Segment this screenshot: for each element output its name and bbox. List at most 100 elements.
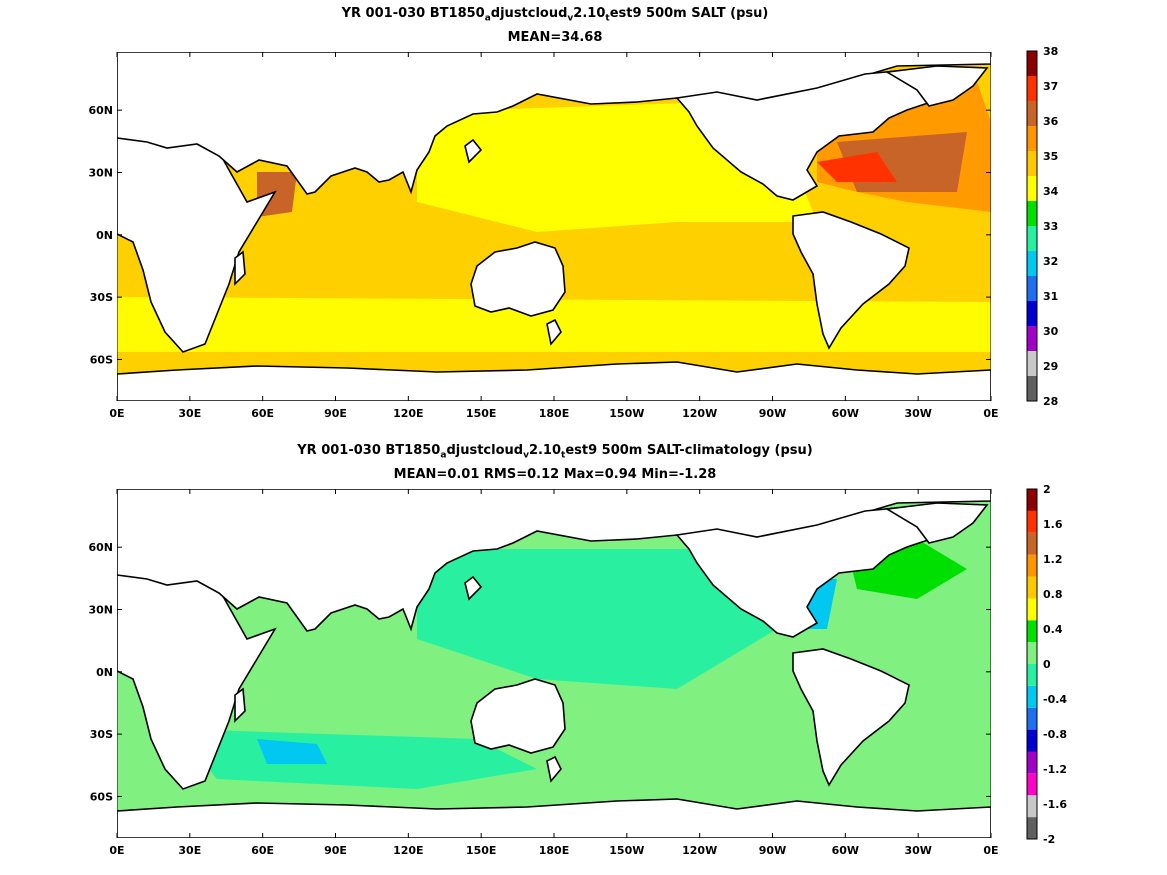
colorbar-segment xyxy=(1027,251,1037,276)
colorbar-label: -1.2 xyxy=(1043,763,1067,776)
top-title-part-6: est9 500m SALT (psu) xyxy=(609,6,769,21)
y-tick-label: 60N xyxy=(88,541,113,554)
bottom-title-line1: YR 001-030 BT1850adjustcloudv2.10test9 5… xyxy=(297,443,813,461)
top-colorbar: 28 29 30 31 32 33 34 35 36 37 38 xyxy=(1026,45,1059,408)
x-tick-label: 60W xyxy=(832,844,859,857)
colorbar-segment xyxy=(1027,510,1037,533)
x-tick-label: 90W xyxy=(759,407,786,420)
colorbar-segment xyxy=(1027,598,1037,621)
x-tick-label: 30E xyxy=(178,407,201,420)
x-tick-label: 150E xyxy=(466,407,496,420)
colorbar-segment xyxy=(1027,685,1037,708)
y-tick-label: 0N xyxy=(96,229,113,242)
colorbar-segment xyxy=(1027,576,1037,599)
y-tick-label: 60S xyxy=(90,790,113,803)
colorbar-segment xyxy=(1027,817,1037,839)
x-tick-label: 30W xyxy=(904,407,931,420)
colorbar-segment xyxy=(1027,795,1037,818)
y-tick-label: 60N xyxy=(88,104,113,117)
colorbar-label: -2 xyxy=(1043,833,1055,846)
y-tick-label: 30S xyxy=(90,291,113,304)
top-title-part-3: v xyxy=(567,13,574,24)
bottom-title-part-3: v xyxy=(523,450,529,461)
colorbar-segment xyxy=(1027,729,1037,752)
bottom-title-stats: MEAN=0.01 RMS=0.12 Max=0.94 Min=-1.28 xyxy=(393,467,717,482)
x-tick-label: 0E xyxy=(983,407,998,420)
colorbar-segment xyxy=(1027,326,1037,351)
top-title-part-0: YR 001-030 BT1850 xyxy=(341,6,485,21)
bottom-panel-title: YR 001-030 BT1850adjustcloudv2.10test9 5… xyxy=(0,443,1110,461)
top-axes: 0E 30E 60E 90E 120E 150E 180E 150W 120W 90W 60W 30W… xyxy=(88,52,999,420)
top-title-part-4: 2.10 xyxy=(573,6,606,21)
colorbar-label: 0.4 xyxy=(1043,623,1063,636)
bottom-title-part-0: YR 001-030 BT1850 xyxy=(297,443,441,458)
colorbar-segment xyxy=(1027,554,1037,577)
pacific-neg-anom xyxy=(417,549,777,689)
colorbar-label: -0.4 xyxy=(1043,693,1067,706)
x-tick-label: 0E xyxy=(109,407,124,420)
x-tick-label: 30E xyxy=(178,844,201,857)
top-panel-subtitle: MEAN=34.68 xyxy=(0,30,1110,45)
colorbar-label: 28 xyxy=(1043,395,1058,408)
x-tick-label: 30W xyxy=(904,844,931,857)
top-title-line1: YR 001-030 BT1850adjustcloudv2.10test9 5… xyxy=(341,6,769,24)
x-tick-label: 180E xyxy=(539,844,569,857)
y-tick-label: 30N xyxy=(88,166,113,179)
colorbar-label: 1.2 xyxy=(1043,553,1063,566)
colorbar-segment xyxy=(1027,301,1037,326)
x-tick-label: 150W xyxy=(609,407,644,420)
colorbar-label: 2 xyxy=(1043,483,1051,496)
top-map xyxy=(117,52,991,401)
colorbar-segment xyxy=(1027,76,1037,101)
x-tick-label: 0E xyxy=(109,844,124,857)
x-tick-label: 180E xyxy=(539,407,569,420)
y-tick-label: 60S xyxy=(90,353,113,366)
top-title-part-1: a xyxy=(484,13,491,24)
bottom-colorbar: 2 1.6 1.2 0.8 0.4 0 -0.4 -0.8 -1.2 -1.6 -2 xyxy=(1026,483,1067,846)
north-atlantic-max xyxy=(817,152,897,182)
y-tick-label: 0N xyxy=(96,666,113,679)
colorbar-label: -1.6 xyxy=(1043,798,1067,811)
top-title-part-5: t xyxy=(605,13,610,24)
colorbar-label: 37 xyxy=(1043,80,1058,93)
colorbar-label: 36 xyxy=(1043,115,1059,128)
top-panel-title: YR 001-030 BT1850adjustcloudv2.10test9 5… xyxy=(0,6,1110,24)
x-tick-label: 0E xyxy=(983,844,998,857)
colorbar-segment xyxy=(1027,176,1037,201)
x-tick-label: 120W xyxy=(682,407,717,420)
bottom-map xyxy=(117,489,991,838)
y-tick-label: 30N xyxy=(88,603,113,616)
top-title-part-2: djustcloud xyxy=(490,6,568,21)
y-tick-label: 30S xyxy=(90,728,113,741)
colorbar-segment xyxy=(1027,532,1037,555)
bottom-title-part-5: t xyxy=(561,450,566,461)
colorbar-segment xyxy=(1027,489,1037,511)
indian-strong-neg xyxy=(257,739,327,764)
colorbar-segment xyxy=(1027,707,1037,730)
bottom-panel-subtitle: MEAN=0.01 RMS=0.12 Max=0.94 Min=-1.28 xyxy=(0,467,1110,482)
colorbar-label: 34 xyxy=(1043,185,1059,198)
bottom-title-part-4: 2.10 xyxy=(528,443,562,458)
colorbar-frame xyxy=(1026,488,1038,840)
bottom-title-part-1: a xyxy=(440,450,447,461)
colorbar-label: 35 xyxy=(1043,150,1058,163)
x-tick-label: 60E xyxy=(251,407,274,420)
colorbar-segment xyxy=(1027,773,1037,796)
colorbar-segment xyxy=(1027,351,1037,376)
x-tick-label: 150W xyxy=(609,844,644,857)
colorbar-segment xyxy=(1027,620,1037,643)
colorbar-segment xyxy=(1027,664,1037,686)
colorbar-segment xyxy=(1027,151,1037,176)
colorbar-label: 1.6 xyxy=(1043,518,1063,531)
x-tick-label: 120W xyxy=(682,844,717,857)
x-tick-label: 90E xyxy=(324,844,347,857)
colorbar-label: 33 xyxy=(1043,220,1058,233)
colorbar-segment xyxy=(1027,51,1037,76)
colorbar-label: 30 xyxy=(1043,325,1059,338)
bottom-title-part-6: est9 500m SALT-climatology (psu) xyxy=(565,443,813,458)
colorbar-label: 0.8 xyxy=(1043,588,1063,601)
colorbar-segment xyxy=(1027,642,1037,664)
x-tick-label: 60W xyxy=(832,407,859,420)
bottom-axes: 0E 30E 60E 90E 120E 150E 180E 150W 120W 90W 60W 30W… xyxy=(88,489,999,857)
